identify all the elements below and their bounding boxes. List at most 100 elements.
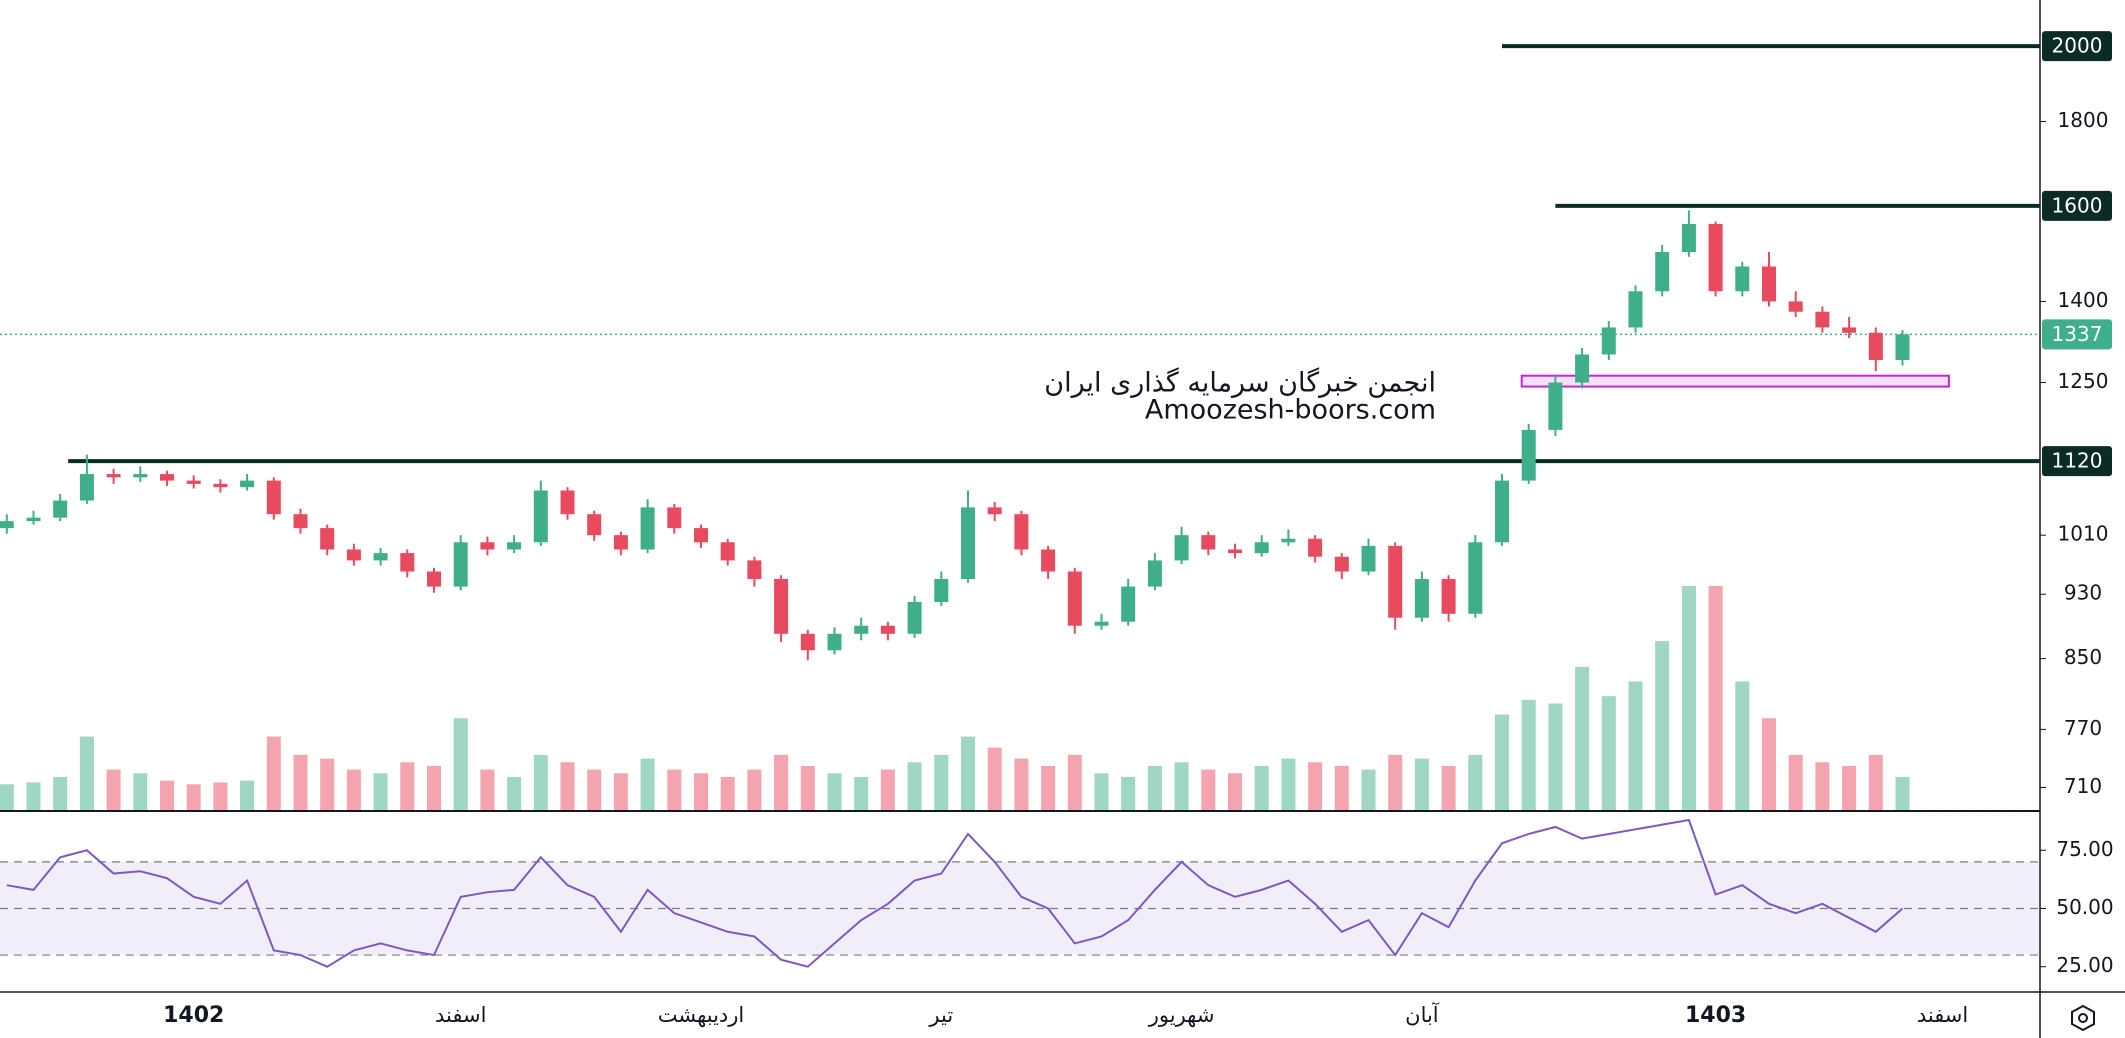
volume-bar <box>79 736 94 810</box>
volume-bar <box>480 769 495 810</box>
candle-body <box>1655 252 1670 292</box>
candle-body <box>667 507 682 529</box>
volume-bar <box>160 780 174 810</box>
volume-bar <box>1788 754 1803 810</box>
candle-body <box>1041 549 1056 572</box>
volume-bar <box>1094 773 1109 810</box>
volume-bar <box>0 784 14 810</box>
candle-body <box>1147 560 1162 587</box>
candle-body <box>1628 291 1643 328</box>
volume-bar <box>774 754 789 810</box>
volume-bar <box>987 747 1002 810</box>
volume-bar <box>1174 762 1189 810</box>
volume-bar <box>1361 769 1376 810</box>
y-tick-label: 1400 <box>2058 288 2109 312</box>
candle-body <box>1521 429 1536 481</box>
y-tick-label: 1250 <box>2058 369 2109 393</box>
volume-bar <box>346 769 361 810</box>
candle-body <box>1895 334 1910 361</box>
volume-bar <box>213 782 228 810</box>
y-tick-label: 1800 <box>2058 108 2109 132</box>
volume-bar <box>320 758 335 810</box>
candle-body <box>1174 535 1189 561</box>
candle-body <box>880 625 895 634</box>
volume-bar <box>1414 758 1429 810</box>
volume-bar <box>1281 758 1296 810</box>
y-tick-label: 1010 <box>2058 522 2109 546</box>
candle-body <box>53 500 68 518</box>
candle-body <box>1495 480 1509 543</box>
volume-bar <box>453 718 468 810</box>
candle-body <box>79 474 94 501</box>
candle-body <box>507 542 522 550</box>
candle-body <box>1601 327 1616 355</box>
volume-bar <box>613 773 628 810</box>
candle-body <box>1788 301 1803 312</box>
volume-bar <box>1548 703 1563 810</box>
volume-bar <box>1601 696 1616 810</box>
candle-body <box>613 535 628 550</box>
candle-body <box>587 514 602 536</box>
volume-bar <box>720 776 735 810</box>
x-tick-label: اسفند <box>435 1003 486 1027</box>
candle-body <box>453 542 468 587</box>
last-price-label: 1337 <box>2052 322 2103 346</box>
volume-bar <box>186 784 201 810</box>
x-tick-label: شهریور <box>1148 1003 1215 1027</box>
candle-body <box>961 507 975 580</box>
watermark-text: انجمن خبرگان سرمایه گذاری ایران <box>1044 367 1436 399</box>
candle-body <box>907 601 922 634</box>
volume-bar <box>1334 765 1349 810</box>
volume-bar <box>694 773 708 810</box>
candle-body <box>854 625 869 634</box>
candle-body <box>1201 535 1216 550</box>
rsi-tick-label: 50.00 <box>2056 895 2113 919</box>
last-price-box <box>2042 319 2112 350</box>
candle-body <box>240 480 255 488</box>
volume-bar <box>961 736 975 810</box>
candle-body <box>560 490 575 515</box>
candle-body <box>694 528 708 543</box>
candle-body <box>1575 354 1590 383</box>
volume-bar <box>133 773 148 810</box>
volume-bar <box>293 754 308 810</box>
volume-bar <box>1735 681 1750 810</box>
candle-body <box>266 480 281 515</box>
rsi-line <box>6 818 1904 968</box>
settings-hex[interactable] <box>2071 1004 2095 1032</box>
x-tick-label: اسفند <box>1917 1003 1968 1027</box>
y-tick-label: 930 <box>2064 581 2102 605</box>
volume-bar <box>1762 718 1776 810</box>
volume-bar <box>560 762 575 810</box>
candle-body <box>1334 556 1349 572</box>
volume-bar <box>26 782 41 810</box>
volume-bar <box>373 773 388 810</box>
volume-bar <box>427 765 441 810</box>
candle-body <box>1681 223 1696 253</box>
candle-body <box>1441 579 1456 614</box>
settings-dot[interactable] <box>2078 1013 2088 1023</box>
candle-body <box>720 542 735 561</box>
y-tick-label: 770 <box>2064 716 2102 740</box>
candle-body <box>747 560 762 580</box>
volume-bar <box>800 765 815 810</box>
x-tick-label: آبان <box>1405 1002 1440 1027</box>
candle-body <box>827 633 842 651</box>
candle-body <box>1254 542 1269 554</box>
candle-body <box>1281 538 1296 543</box>
volume-bar <box>747 769 762 810</box>
candle-body <box>1121 586 1136 622</box>
candle-body <box>1014 514 1029 550</box>
volume-bar <box>1895 776 1910 810</box>
volume-bar <box>1842 765 1857 810</box>
volume-bar <box>1655 641 1670 810</box>
candle-body <box>186 480 201 484</box>
level-label: 1600 <box>2052 193 2103 217</box>
candle-body <box>160 474 174 481</box>
y-tick-label: 850 <box>2064 645 2102 669</box>
candle-body <box>1228 549 1242 554</box>
candle-body <box>1067 571 1082 626</box>
settings-icon[interactable] <box>2071 1004 2095 1032</box>
volume-bar <box>587 769 602 810</box>
